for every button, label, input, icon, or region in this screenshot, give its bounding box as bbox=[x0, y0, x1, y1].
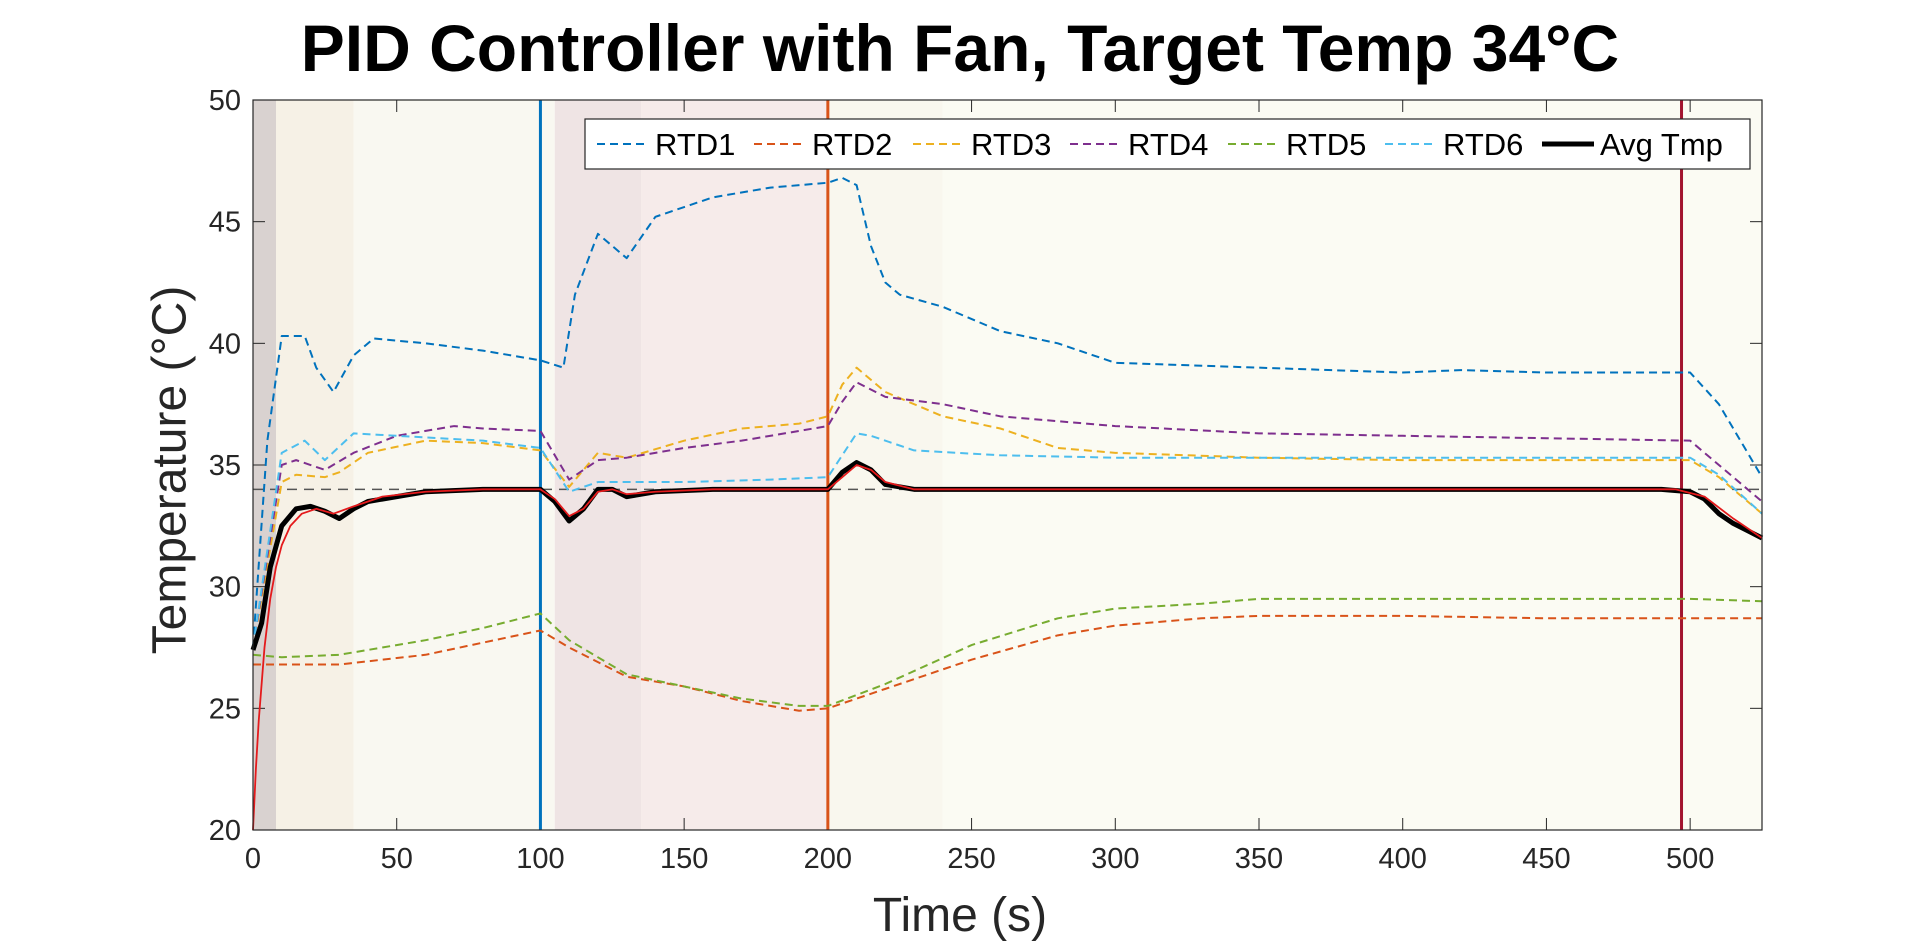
y-tick-label: 25 bbox=[209, 693, 241, 725]
x-tick-label: 50 bbox=[381, 843, 413, 875]
legend: RTD1 RTD2 RTD3 RTD4 RTD5 RTD6 Avg Tmp bbox=[584, 118, 1751, 170]
model-response-line bbox=[252, 464, 1763, 831]
background-band-2 bbox=[353, 100, 555, 830]
x-tick-label: 250 bbox=[947, 843, 995, 875]
y-axis-label: Temperature (°C) bbox=[143, 285, 197, 655]
background-band-5 bbox=[827, 100, 943, 830]
series-line-rtd5 bbox=[252, 597, 1763, 707]
x-tick-label: 150 bbox=[660, 843, 708, 875]
background-band-3 bbox=[554, 100, 642, 830]
legend-label: RTD1 bbox=[655, 127, 735, 162]
series-line-rtd2 bbox=[253, 614, 1762, 712]
y-tick-label: 35 bbox=[209, 450, 241, 482]
x-tick-label: 300 bbox=[1091, 843, 1139, 875]
y-tick-label: 50 bbox=[209, 85, 241, 117]
background-band-6 bbox=[942, 100, 1762, 830]
series-line-rtd3 bbox=[252, 366, 1763, 648]
x-tick-label: 500 bbox=[1666, 843, 1714, 875]
legend-label: RTD3 bbox=[971, 127, 1051, 162]
x-tick-label: 450 bbox=[1522, 843, 1570, 875]
x-tick-label: 400 bbox=[1379, 843, 1427, 875]
y-tick-label: 30 bbox=[209, 572, 241, 604]
chart-title: PID Controller with Fan, Target Temp 34°… bbox=[300, 11, 1620, 85]
series-line-rtd1 bbox=[252, 176, 1763, 648]
x-tick-label: 350 bbox=[1235, 843, 1283, 875]
legend-label: RTD5 bbox=[1286, 127, 1366, 162]
axes-box bbox=[252, 99, 1763, 831]
y-tick-label: 40 bbox=[209, 328, 241, 360]
background-band-4 bbox=[641, 100, 828, 830]
x-axis-label: Time (s) bbox=[872, 889, 1048, 942]
legend-label: RTD6 bbox=[1443, 127, 1523, 162]
x-tick-label: 100 bbox=[516, 843, 564, 875]
y-tick-label: 20 bbox=[209, 815, 241, 847]
background-band-1 bbox=[275, 100, 354, 830]
x-tick-label: 200 bbox=[804, 843, 852, 875]
series-line-rtd4 bbox=[252, 381, 1763, 648]
legend-label: RTD2 bbox=[812, 127, 892, 162]
legend-label: Avg Tmp bbox=[1600, 127, 1723, 162]
y-tick-label: 45 bbox=[209, 207, 241, 239]
x-tick-label: 0 bbox=[245, 843, 261, 875]
legend-label: RTD4 bbox=[1128, 127, 1208, 162]
series-line-rtd6 bbox=[252, 432, 1763, 648]
